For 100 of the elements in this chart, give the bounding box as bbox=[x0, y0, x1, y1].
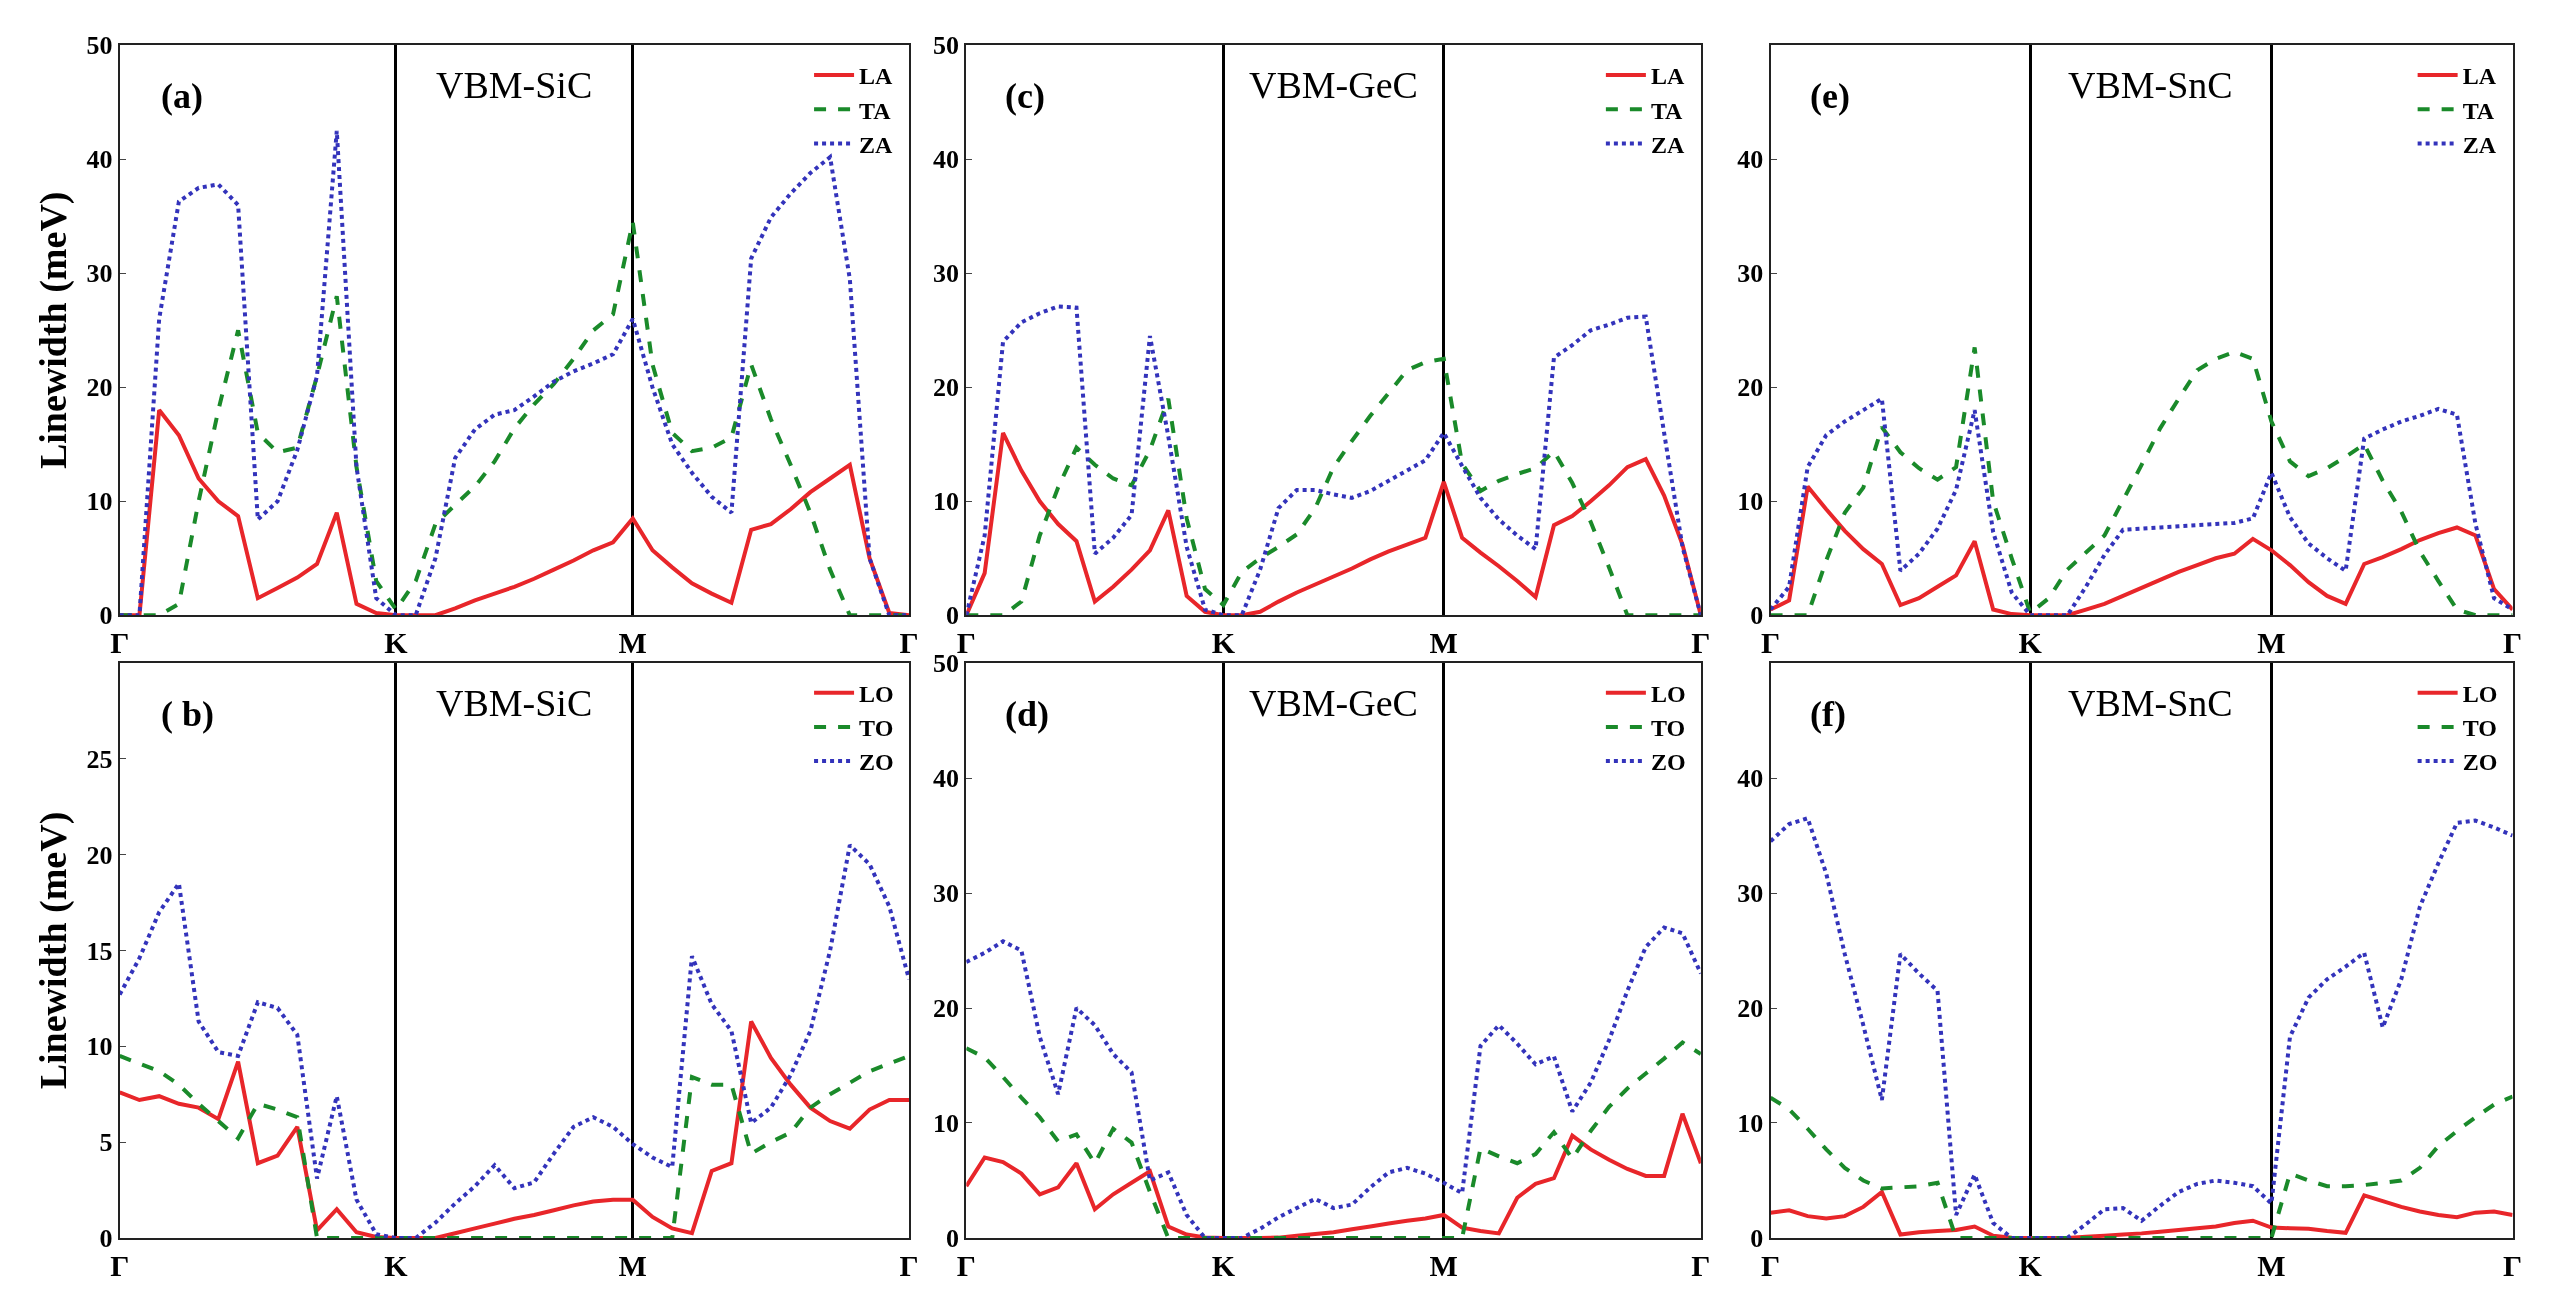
x-tick-label: Γ bbox=[2503, 1248, 2523, 1282]
legend-label: TO bbox=[2462, 715, 2497, 742]
y-tick-label: 5 bbox=[99, 1128, 113, 1158]
x-tick-label: K bbox=[1211, 626, 1236, 660]
y-tick-label: 0 bbox=[99, 1224, 113, 1254]
line-series bbox=[966, 925, 1701, 1238]
line-series bbox=[1770, 816, 2513, 1238]
line-series bbox=[1770, 396, 2513, 616]
annotation: VBM-SnC bbox=[2068, 682, 2233, 724]
y-tick-label: 10 bbox=[1737, 1109, 1764, 1139]
line-series bbox=[1770, 484, 2513, 616]
x-tick-label: K bbox=[384, 626, 409, 660]
annotation: VBM-SiC bbox=[436, 682, 593, 724]
line-series bbox=[119, 843, 910, 1238]
y-tick-label: 30 bbox=[933, 879, 960, 909]
y-tick-label: 40 bbox=[933, 764, 960, 794]
line-series bbox=[119, 1019, 910, 1238]
x-tick-label: Γ bbox=[1691, 626, 1711, 660]
legend-label: LA bbox=[1650, 63, 1685, 90]
y-tick-label: 30 bbox=[86, 259, 113, 289]
legend-label: TO bbox=[1650, 715, 1686, 742]
y-tick-label: 0 bbox=[99, 601, 113, 631]
y-tick-label: 10 bbox=[1737, 487, 1764, 517]
y-tick-label: 20 bbox=[933, 373, 960, 403]
legend-label: LO bbox=[1650, 681, 1686, 708]
annotation: VBM-GeC bbox=[1249, 64, 1418, 106]
annotation: VBM-GeC bbox=[1249, 682, 1418, 724]
line-series bbox=[1770, 345, 2513, 616]
y-tick-label: 20 bbox=[86, 373, 113, 403]
y-tick-label: 15 bbox=[86, 936, 113, 966]
annotation: (c) bbox=[1005, 76, 1045, 116]
y-tick-label: 10 bbox=[86, 1032, 113, 1062]
y-axis-title: Linewidth (meV) bbox=[32, 191, 76, 470]
y-tick-label: 0 bbox=[1750, 601, 1764, 631]
x-tick-label: M bbox=[1429, 1248, 1458, 1282]
legend-label: ZO bbox=[2462, 749, 2498, 776]
annotation: (f) bbox=[1810, 694, 1846, 734]
y-tick-label: 0 bbox=[946, 601, 960, 631]
annotation: VBM-SiC bbox=[436, 64, 593, 106]
x-tick-label: M bbox=[1429, 626, 1458, 660]
y-tick-label: 20 bbox=[86, 840, 113, 870]
legend-label: ZO bbox=[1650, 749, 1686, 776]
line-series bbox=[966, 1040, 1701, 1238]
line-series bbox=[1770, 1094, 2513, 1238]
x-tick-label: Γ bbox=[2503, 626, 2523, 660]
annotation: VBM-SnC bbox=[2068, 64, 2233, 106]
y-tick-label: 10 bbox=[933, 487, 960, 517]
annotation: (d) bbox=[1005, 694, 1049, 734]
line-series bbox=[1770, 1189, 2513, 1238]
annotation: (e) bbox=[1810, 76, 1850, 116]
x-tick-label: Γ bbox=[110, 1248, 130, 1282]
y-tick-label: 50 bbox=[933, 31, 960, 61]
y-tick-label: 10 bbox=[86, 487, 113, 517]
x-tick-label: M bbox=[618, 1248, 647, 1282]
legend-label: ZA bbox=[2462, 131, 2497, 158]
annotation: (a) bbox=[161, 76, 203, 116]
x-tick-label: Γ bbox=[899, 626, 919, 660]
legend-label: TO bbox=[859, 715, 894, 742]
y-tick-label: 30 bbox=[933, 259, 960, 289]
line-series bbox=[966, 1111, 1701, 1238]
x-tick-label: Γ bbox=[1691, 1248, 1711, 1282]
y-tick-label: 20 bbox=[1737, 373, 1764, 403]
legend-label: ZA bbox=[1650, 131, 1685, 158]
legend-label: TA bbox=[859, 97, 892, 124]
x-tick-label: K bbox=[1211, 1248, 1236, 1282]
x-tick-label: K bbox=[2018, 626, 2043, 660]
y-tick-label: 40 bbox=[86, 145, 113, 175]
line-series bbox=[966, 430, 1701, 616]
line-series bbox=[966, 356, 1701, 616]
legend-label: ZA bbox=[859, 131, 894, 158]
y-tick-label: 10 bbox=[933, 1109, 960, 1139]
annotation: ( b) bbox=[161, 694, 214, 734]
legend-label: LO bbox=[859, 681, 894, 708]
legend-label: LA bbox=[859, 63, 894, 90]
y-axis-title: Linewidth (meV) bbox=[32, 811, 76, 1090]
y-tick-label: 40 bbox=[1737, 764, 1764, 794]
x-tick-label: K bbox=[2018, 1248, 2043, 1282]
legend-label: ZO bbox=[859, 749, 894, 776]
x-tick-label: M bbox=[2257, 626, 2286, 660]
y-tick-label: 50 bbox=[86, 31, 113, 61]
y-tick-label: 0 bbox=[1750, 1224, 1764, 1254]
x-tick-label: Γ bbox=[1761, 1248, 1781, 1282]
x-tick-label: M bbox=[618, 626, 647, 660]
y-tick-label: 30 bbox=[1737, 259, 1764, 289]
legend-label: TA bbox=[2462, 97, 2495, 124]
y-tick-label: 40 bbox=[933, 145, 960, 175]
x-tick-label: Γ bbox=[1761, 626, 1781, 660]
y-tick-label: 40 bbox=[1737, 145, 1764, 175]
legend-label: LA bbox=[2462, 63, 2497, 90]
x-tick-label: Γ bbox=[110, 626, 130, 660]
line-series bbox=[966, 304, 1701, 616]
legend-label: LO bbox=[2462, 681, 2498, 708]
x-tick-label: K bbox=[384, 1248, 409, 1282]
x-tick-label: Γ bbox=[899, 1248, 919, 1282]
y-tick-label: 20 bbox=[1737, 994, 1764, 1024]
y-tick-label: 20 bbox=[933, 994, 960, 1024]
x-tick-label: M bbox=[2257, 1248, 2286, 1282]
y-tick-label: 25 bbox=[86, 744, 113, 774]
y-tick-label: 30 bbox=[1737, 879, 1764, 909]
legend-label: TA bbox=[1650, 97, 1684, 124]
